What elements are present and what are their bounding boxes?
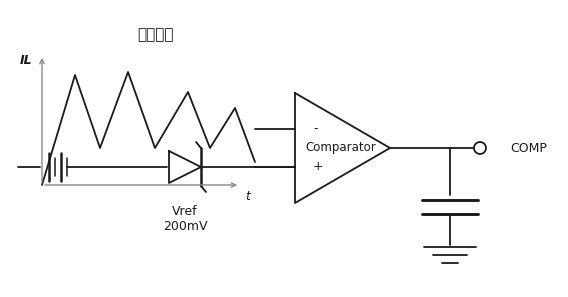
Text: 电感电流: 电感电流 xyxy=(137,28,173,42)
Text: +: + xyxy=(313,160,324,173)
Text: COMP: COMP xyxy=(510,141,547,154)
Text: IL: IL xyxy=(20,53,32,67)
Text: -: - xyxy=(313,122,318,135)
Text: t: t xyxy=(245,190,250,203)
Text: Comparator: Comparator xyxy=(305,141,376,154)
Text: Vref
200mV: Vref 200mV xyxy=(163,205,207,233)
